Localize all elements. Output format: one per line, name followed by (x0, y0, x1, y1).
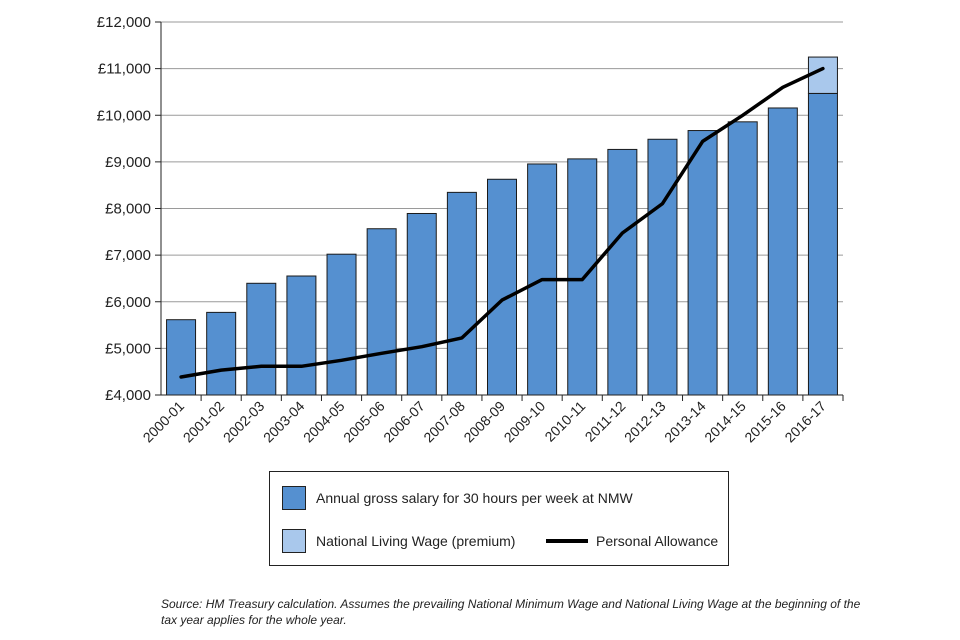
source-note: Source: HM Treasury calculation. Assumes… (161, 597, 861, 627)
bars (166, 56, 838, 396)
bar-nmw (687, 130, 718, 396)
x-tick-label: 2016-17 (781, 398, 829, 446)
x-tick-label: 2013-14 (661, 398, 709, 446)
x-tick-label: 2011-12 (582, 398, 629, 445)
personal-allowance-line-group (179, 66, 825, 379)
bar-nmw (807, 92, 838, 396)
legend-item-pa: Personal Allowance (532, 529, 718, 553)
bar-nmw (647, 138, 678, 396)
bar-nmw (727, 121, 758, 396)
chart: £4,000 £5,000 £6,000 £7,000 £8,000 £9,000 £10,… (97, 14, 844, 446)
x-tick-label: 2006-07 (380, 398, 428, 446)
x-tick-label: 2005-06 (340, 398, 388, 446)
x-tick-label: 2012-13 (621, 398, 669, 446)
bar-nmw (767, 107, 798, 396)
legend-item-nmw: Annual gross salary for 30 hours per wee… (282, 486, 633, 510)
x-tick-label: 2000-01 (140, 398, 188, 446)
personal-allowance-line (179, 66, 825, 379)
y-tick-label: £12,000 (97, 14, 151, 31)
legend-label-nlw: National Living Wage (premium) (316, 533, 516, 549)
legend-swatch-pa (546, 539, 588, 543)
bar-nmw (446, 191, 477, 396)
y-tick-label: £8,000 (105, 201, 151, 218)
bar-nmw (246, 282, 277, 396)
x-tick-label: 2015-16 (741, 398, 789, 446)
x-tick-label: 2002-03 (220, 398, 268, 446)
bar-nmw (366, 228, 397, 396)
x-tick-label: 2014-15 (701, 398, 749, 446)
bar-nmw (406, 212, 437, 396)
legend-swatch-nlw (282, 529, 306, 553)
y-tick-label: £7,000 (105, 247, 151, 264)
y-tick-label: £11,000 (98, 61, 151, 78)
y-tick-label: £5,000 (105, 340, 151, 357)
legend: Annual gross salary for 30 hours per wee… (269, 471, 729, 566)
bar-nmw (206, 311, 237, 396)
y-tick-label: £6,000 (105, 294, 151, 311)
bar-nmw (286, 275, 317, 396)
x-tick-label: 2008-09 (460, 398, 508, 446)
legend-label-nmw: Annual gross salary for 30 hours per wee… (316, 490, 633, 506)
x-tick-label: 2001-02 (180, 398, 228, 446)
x-tick-label: 2007-08 (420, 398, 468, 446)
bar-nlw-premium (807, 56, 838, 94)
axes (155, 21, 844, 401)
bar-nmw (607, 148, 638, 396)
bar-nmw (166, 319, 197, 396)
y-tick-labels: £4,000 £5,000 £6,000 £7,000 £8,000 £9,000 £10,… (97, 14, 151, 404)
legend-swatch-nmw (282, 486, 306, 510)
legend-label-pa: Personal Allowance (596, 533, 719, 549)
x-tick-label: 2004-05 (300, 398, 348, 446)
bar-nmw (487, 178, 517, 396)
y-tick-label: £4,000 (105, 387, 151, 404)
bar-nmw (326, 253, 357, 396)
x-tick-label: 2009-10 (501, 398, 549, 446)
y-tick-label: £9,000 (105, 154, 151, 171)
x-tick-label: 2010-11 (541, 398, 588, 445)
x-tick-label: 2003-04 (260, 398, 308, 446)
x-tick-labels: 2000-012001-022002-032003-042004-052005-… (140, 398, 830, 446)
y-tick-label: £10,000 (97, 107, 151, 124)
legend-item-nlw: National Living Wage (premium) (282, 529, 515, 553)
